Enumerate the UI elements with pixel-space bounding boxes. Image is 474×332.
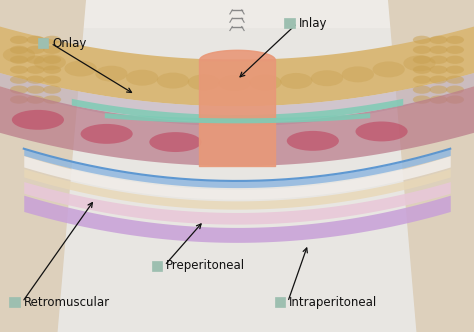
- Ellipse shape: [403, 55, 436, 71]
- Ellipse shape: [27, 85, 45, 94]
- Ellipse shape: [373, 61, 405, 77]
- Ellipse shape: [429, 96, 447, 104]
- Ellipse shape: [27, 55, 45, 64]
- Ellipse shape: [43, 76, 61, 84]
- Ellipse shape: [43, 85, 61, 94]
- Bar: [275, 297, 285, 307]
- Ellipse shape: [64, 60, 97, 76]
- Text: Inlay: Inlay: [299, 17, 327, 30]
- Polygon shape: [0, 0, 85, 332]
- Text: Preperitoneal: Preperitoneal: [166, 259, 245, 272]
- Bar: [9, 297, 20, 307]
- Ellipse shape: [413, 55, 431, 64]
- Ellipse shape: [342, 66, 374, 82]
- Ellipse shape: [446, 76, 464, 84]
- Ellipse shape: [43, 66, 61, 74]
- Ellipse shape: [27, 46, 45, 54]
- Ellipse shape: [280, 73, 312, 89]
- Ellipse shape: [429, 85, 447, 94]
- Ellipse shape: [10, 96, 28, 104]
- Ellipse shape: [446, 96, 464, 104]
- Ellipse shape: [413, 36, 431, 44]
- Ellipse shape: [43, 96, 61, 104]
- Ellipse shape: [188, 74, 220, 90]
- Ellipse shape: [429, 76, 447, 84]
- Ellipse shape: [95, 66, 128, 82]
- Text: Intraperitoneal: Intraperitoneal: [289, 295, 377, 309]
- Ellipse shape: [34, 54, 66, 70]
- Ellipse shape: [27, 66, 45, 74]
- Ellipse shape: [27, 76, 45, 84]
- Ellipse shape: [12, 110, 64, 130]
- Text: Onlay: Onlay: [52, 37, 87, 50]
- Ellipse shape: [413, 96, 431, 104]
- Text: Retromuscular: Retromuscular: [24, 295, 110, 309]
- Ellipse shape: [446, 85, 464, 94]
- Ellipse shape: [157, 73, 189, 89]
- Ellipse shape: [149, 132, 201, 152]
- Ellipse shape: [27, 96, 45, 104]
- Ellipse shape: [43, 46, 61, 54]
- Ellipse shape: [43, 36, 61, 44]
- Ellipse shape: [43, 55, 61, 64]
- Ellipse shape: [446, 46, 464, 54]
- Ellipse shape: [446, 36, 464, 44]
- Bar: [284, 18, 295, 28]
- Ellipse shape: [356, 122, 408, 141]
- Ellipse shape: [429, 55, 447, 64]
- Ellipse shape: [126, 70, 158, 86]
- Ellipse shape: [3, 47, 35, 63]
- Ellipse shape: [10, 76, 28, 84]
- Ellipse shape: [311, 70, 343, 86]
- Ellipse shape: [287, 131, 339, 151]
- Ellipse shape: [413, 46, 431, 54]
- Ellipse shape: [219, 75, 251, 91]
- Ellipse shape: [413, 66, 431, 74]
- Ellipse shape: [413, 85, 431, 94]
- Ellipse shape: [10, 36, 28, 44]
- Ellipse shape: [81, 124, 133, 144]
- Ellipse shape: [10, 46, 28, 54]
- Ellipse shape: [429, 36, 447, 44]
- Ellipse shape: [249, 75, 282, 91]
- Ellipse shape: [429, 66, 447, 74]
- Ellipse shape: [10, 55, 28, 64]
- Ellipse shape: [27, 36, 45, 44]
- Ellipse shape: [429, 46, 447, 54]
- Ellipse shape: [10, 85, 28, 94]
- Polygon shape: [389, 0, 474, 332]
- Ellipse shape: [446, 55, 464, 64]
- Bar: [152, 261, 162, 271]
- Ellipse shape: [413, 76, 431, 84]
- Bar: [38, 38, 48, 48]
- Ellipse shape: [10, 66, 28, 74]
- Ellipse shape: [446, 66, 464, 74]
